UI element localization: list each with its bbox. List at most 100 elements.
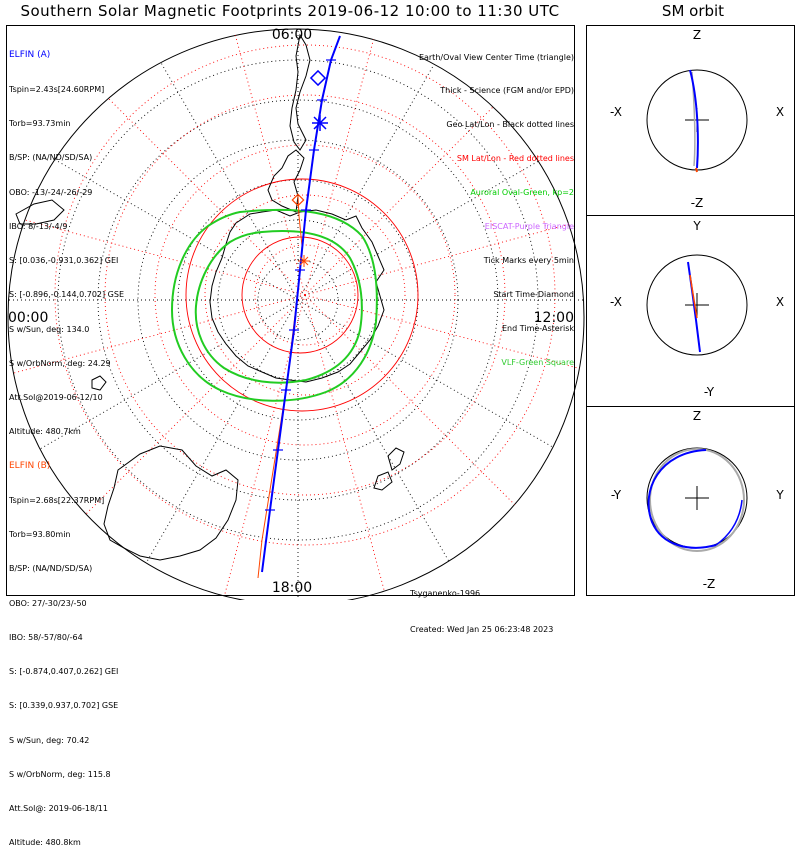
africa-coastline [15, 199, 65, 225]
orbit-panel-xz: Z -Z -X X [610, 28, 784, 210]
peninsula-coastline [267, 149, 305, 213]
elfin-b-orbit-xy [689, 274, 698, 319]
sm-orbit-title: SM orbit [661, 2, 725, 20]
elfin-b-line: S: [0.339,0.937,0.702] GSE [9, 701, 119, 711]
sm-meridian [304, 294, 388, 600]
legend: Earth/Oval View Center Time (triangle) T… [419, 29, 574, 379]
sm-meridian [80, 294, 306, 520]
time-label-right: 12:00 [534, 310, 574, 326]
elfin-b-line: Altitude: 480.8km [9, 838, 81, 848]
sm-latitude-circle [54, 44, 556, 546]
elfin-b-line: B/SP: (NA/ND/SD/SA) [9, 564, 93, 574]
sm-meridian [304, 294, 530, 520]
geo-meridian [297, 29, 457, 301]
elfin-a-end-asterisk [312, 115, 328, 131]
auroral-oval-inner [194, 230, 363, 384]
kerguelen-island [91, 375, 107, 391]
elfin-a-line: Altitude: 480.7km [9, 427, 81, 437]
elfin-b-end-asterisk [298, 255, 310, 267]
sm-meridian [222, 29, 306, 296]
sm-meridian [8, 212, 306, 296]
auroral-oval-outer [170, 208, 378, 402]
axis-label-yz-bottom: -Z [703, 577, 716, 591]
sm-latitude-circle [254, 244, 356, 346]
model-credit: Tsyganenko-1996 [410, 589, 481, 598]
elfin-a-header: ELFIN (A) [9, 49, 51, 60]
elfin-b-line: Torb=93.80min [9, 530, 71, 540]
elfin-b-line: S w/Sun, deg: 70.42 [9, 735, 90, 745]
polar-map [7, 28, 585, 600]
elfin-a-info: ELFIN (A) Tspin=2.43s[24.60RPM] Torb=93.… [9, 27, 124, 449]
legend-entry: EISCAT-Purple Triangle [484, 222, 574, 232]
time-label-left: 00:00 [8, 310, 48, 326]
elfin-a-line: S: [0.036,-0.931,0.362] GEI [9, 256, 119, 266]
elfin-b-header: ELFIN (B) [9, 460, 51, 471]
axis-label-yz-right: Y [775, 488, 784, 502]
legend-entry: Thick - Science (FGM and/or EPD) [440, 86, 574, 96]
elfin-a-line: S: [-0.896,-0.144,0.702] GSE [9, 290, 124, 300]
elfin-a-orbit-xz [689, 69, 699, 169]
elfin-b-info: ELFIN (B) Tspin=2.68s[22.37RPM] Torb=93.… [9, 438, 118, 860]
legend-entry: SM Lat/Lon - Red dotted lines [456, 154, 574, 164]
sm-meridian [304, 294, 584, 378]
legend-entry: VLF-Green Square [501, 357, 574, 367]
geo-meridian [297, 299, 573, 459]
elfin-b-line: S w/OrbNorm, deg: 115.8 [9, 769, 111, 779]
elfin-b-start-diamond [291, 193, 305, 207]
sm-latitude-circle [154, 144, 456, 446]
axis-label-yz-top: Z [693, 409, 701, 423]
legend-entry: Start Time-Diamond [493, 289, 574, 299]
axis-label-xy-left: -X [610, 295, 622, 309]
geo-meridian [23, 141, 299, 301]
geo-meridian [297, 299, 457, 575]
elfin-a-line: B/SP: (NA/ND/SD/SA) [9, 153, 93, 163]
geo-meridian [139, 29, 299, 301]
orbit-frame [586, 25, 795, 596]
plot-title: Southern Solar Magnetic Footprints 2019-… [20, 2, 560, 20]
elfin-a-line: Torb=93.73min [9, 119, 71, 129]
geo-meridian [23, 299, 299, 459]
orbit-panel-xy: Y -Y -X X [610, 219, 784, 399]
created-timestamp: Created: Wed Jan 25 06:23:48 2023 [410, 625, 554, 634]
sm-meridian [304, 29, 388, 296]
axis-label-xy-right: X [776, 295, 784, 309]
elfin-a-line: IBO: 8/-13/-4/9 [9, 221, 68, 231]
elfin-a-line: OBO: -13/-24/-26/-29 [9, 187, 93, 197]
legend-entry: Tick Marks every 5min [483, 255, 574, 265]
sm-latitude-circle-solid [241, 236, 359, 354]
elfin-a-line: Att.Sol@2019-06-12/10 [9, 393, 103, 402]
credits: Tsyganenko-1996 Created: Wed Jan 25 06:2… [410, 564, 553, 648]
sm-latitude-circle-solid [185, 178, 419, 412]
time-label-bottom: 18:00 [272, 580, 312, 596]
elfin-a-orbit-yz [647, 449, 717, 549]
sm-meridian [8, 294, 306, 378]
figure-canvas: 06:00 00:00 12:00 18:00 Z -Z -X X Y -Y -… [6, 25, 795, 600]
sm-meridian [304, 70, 530, 296]
legend-entry: Auroral Oval-Green, kp=2 [470, 188, 574, 198]
elfin-a-tick-marks [265, 59, 336, 511]
legend-entry: Earth/Oval View Center Time (triangle) [418, 52, 574, 62]
south-america-coastline [289, 33, 311, 151]
legend-entry: Geo Lat/Lon - Black dotted lines [446, 120, 574, 130]
axis-label-xz-right: X [776, 105, 784, 119]
axis-label-xz-bottom: -Z [691, 196, 704, 210]
elfin-a-line: Tspin=2.43s[24.60RPM] [9, 85, 105, 95]
sm-latitude-circle [204, 194, 406, 396]
legend-entry: End Time-Asterisk [501, 323, 574, 333]
elfin-b-line: IBO: 58/-57/80/-64 [9, 632, 83, 642]
elfin-a-start-diamond [309, 69, 327, 87]
elfin-b-line: S: [-0.874,0.407,0.262] GEI [9, 667, 119, 677]
orbit-path-gray-yz [649, 448, 745, 552]
earth-circle-xy [646, 254, 748, 356]
australia-coastline [103, 445, 239, 561]
elfin-a-footprint-track [261, 35, 341, 573]
elfin-a-line: S w/Sun, deg: 134.0 [9, 324, 90, 334]
geo-grid [8, 29, 584, 600]
elfin-b-line: Att.Sol@: 2019-06-18/11 [9, 804, 108, 813]
elfin-b-line: Tspin=2.68s[22.37RPM] [9, 496, 105, 506]
time-label-top: 06:00 [272, 27, 312, 43]
new-zealand-coastline [373, 447, 405, 491]
sm-meridian [80, 70, 306, 296]
axis-label-xz-top: Z [693, 28, 701, 42]
map-boundary-circle [7, 28, 585, 600]
